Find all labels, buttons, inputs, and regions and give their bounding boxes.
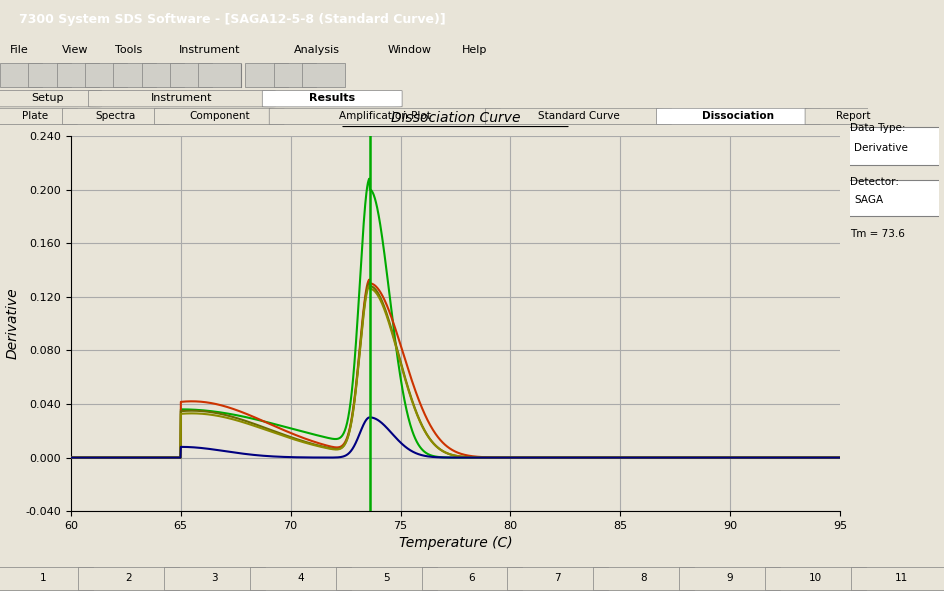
FancyBboxPatch shape [422,567,522,590]
Text: Derivative: Derivative [854,144,908,154]
FancyBboxPatch shape [155,108,284,125]
Text: 6: 6 [468,573,476,583]
Text: 7300 System SDS Software - [SAGA12-5-8 (Standard Curve)]: 7300 System SDS Software - [SAGA12-5-8 (… [19,13,446,25]
Text: 8: 8 [640,573,647,583]
FancyBboxPatch shape [250,567,351,590]
Text: Results: Results [309,93,355,103]
FancyBboxPatch shape [593,567,694,590]
Text: Standard Curve: Standard Curve [537,111,619,121]
FancyBboxPatch shape [113,63,156,87]
FancyBboxPatch shape [274,63,316,87]
FancyBboxPatch shape [170,63,212,87]
FancyBboxPatch shape [805,108,901,125]
Text: Instrument: Instrument [151,93,212,103]
FancyBboxPatch shape [28,63,71,87]
Text: Analysis: Analysis [294,45,340,54]
FancyBboxPatch shape [851,567,944,590]
X-axis label: Temperature (C): Temperature (C) [398,537,513,550]
FancyBboxPatch shape [198,63,241,87]
FancyBboxPatch shape [848,180,941,216]
FancyBboxPatch shape [0,108,77,125]
Text: Instrument: Instrument [178,45,240,54]
FancyBboxPatch shape [0,90,102,107]
Text: Report: Report [835,111,870,121]
Text: Window: Window [388,45,432,54]
Text: Data Type:: Data Type: [850,123,905,132]
Text: Help: Help [462,45,487,54]
FancyBboxPatch shape [0,567,93,590]
FancyBboxPatch shape [507,567,608,590]
FancyBboxPatch shape [657,108,819,125]
FancyBboxPatch shape [679,567,780,590]
FancyBboxPatch shape [164,567,265,590]
FancyBboxPatch shape [269,108,500,125]
FancyBboxPatch shape [89,90,276,107]
Text: Setup: Setup [31,93,63,103]
Text: SAGA: SAGA [854,195,884,205]
Text: File: File [9,45,28,54]
FancyBboxPatch shape [0,63,42,87]
FancyBboxPatch shape [848,127,941,165]
FancyBboxPatch shape [336,567,437,590]
FancyBboxPatch shape [245,63,288,87]
FancyBboxPatch shape [57,63,99,87]
Text: Amplification Plot: Amplification Plot [339,111,430,121]
Text: 10: 10 [809,573,822,583]
FancyBboxPatch shape [78,567,179,590]
Text: 3: 3 [211,573,218,583]
FancyBboxPatch shape [485,108,671,125]
Text: Tools: Tools [115,45,143,54]
Text: Dissociation Curve: Dissociation Curve [391,111,520,125]
FancyBboxPatch shape [85,63,127,87]
Text: Spectra: Spectra [96,111,136,121]
FancyBboxPatch shape [62,108,169,125]
Text: 7: 7 [554,573,561,583]
Text: 11: 11 [895,573,908,583]
Text: Plate: Plate [22,111,48,121]
Text: 9: 9 [726,573,733,583]
Y-axis label: Derivative: Derivative [6,288,20,359]
FancyBboxPatch shape [765,567,866,590]
Text: 1: 1 [40,573,46,583]
FancyBboxPatch shape [142,63,184,87]
Text: Component: Component [189,111,249,121]
Text: 4: 4 [297,573,304,583]
Text: View: View [62,45,89,54]
Text: Tm = 73.6: Tm = 73.6 [850,229,904,239]
Text: 2: 2 [126,573,132,583]
Text: 5: 5 [383,573,390,583]
Text: Dissociation: Dissociation [702,111,774,121]
Text: Detector:: Detector: [850,177,899,187]
FancyBboxPatch shape [302,63,345,87]
FancyBboxPatch shape [262,90,402,107]
